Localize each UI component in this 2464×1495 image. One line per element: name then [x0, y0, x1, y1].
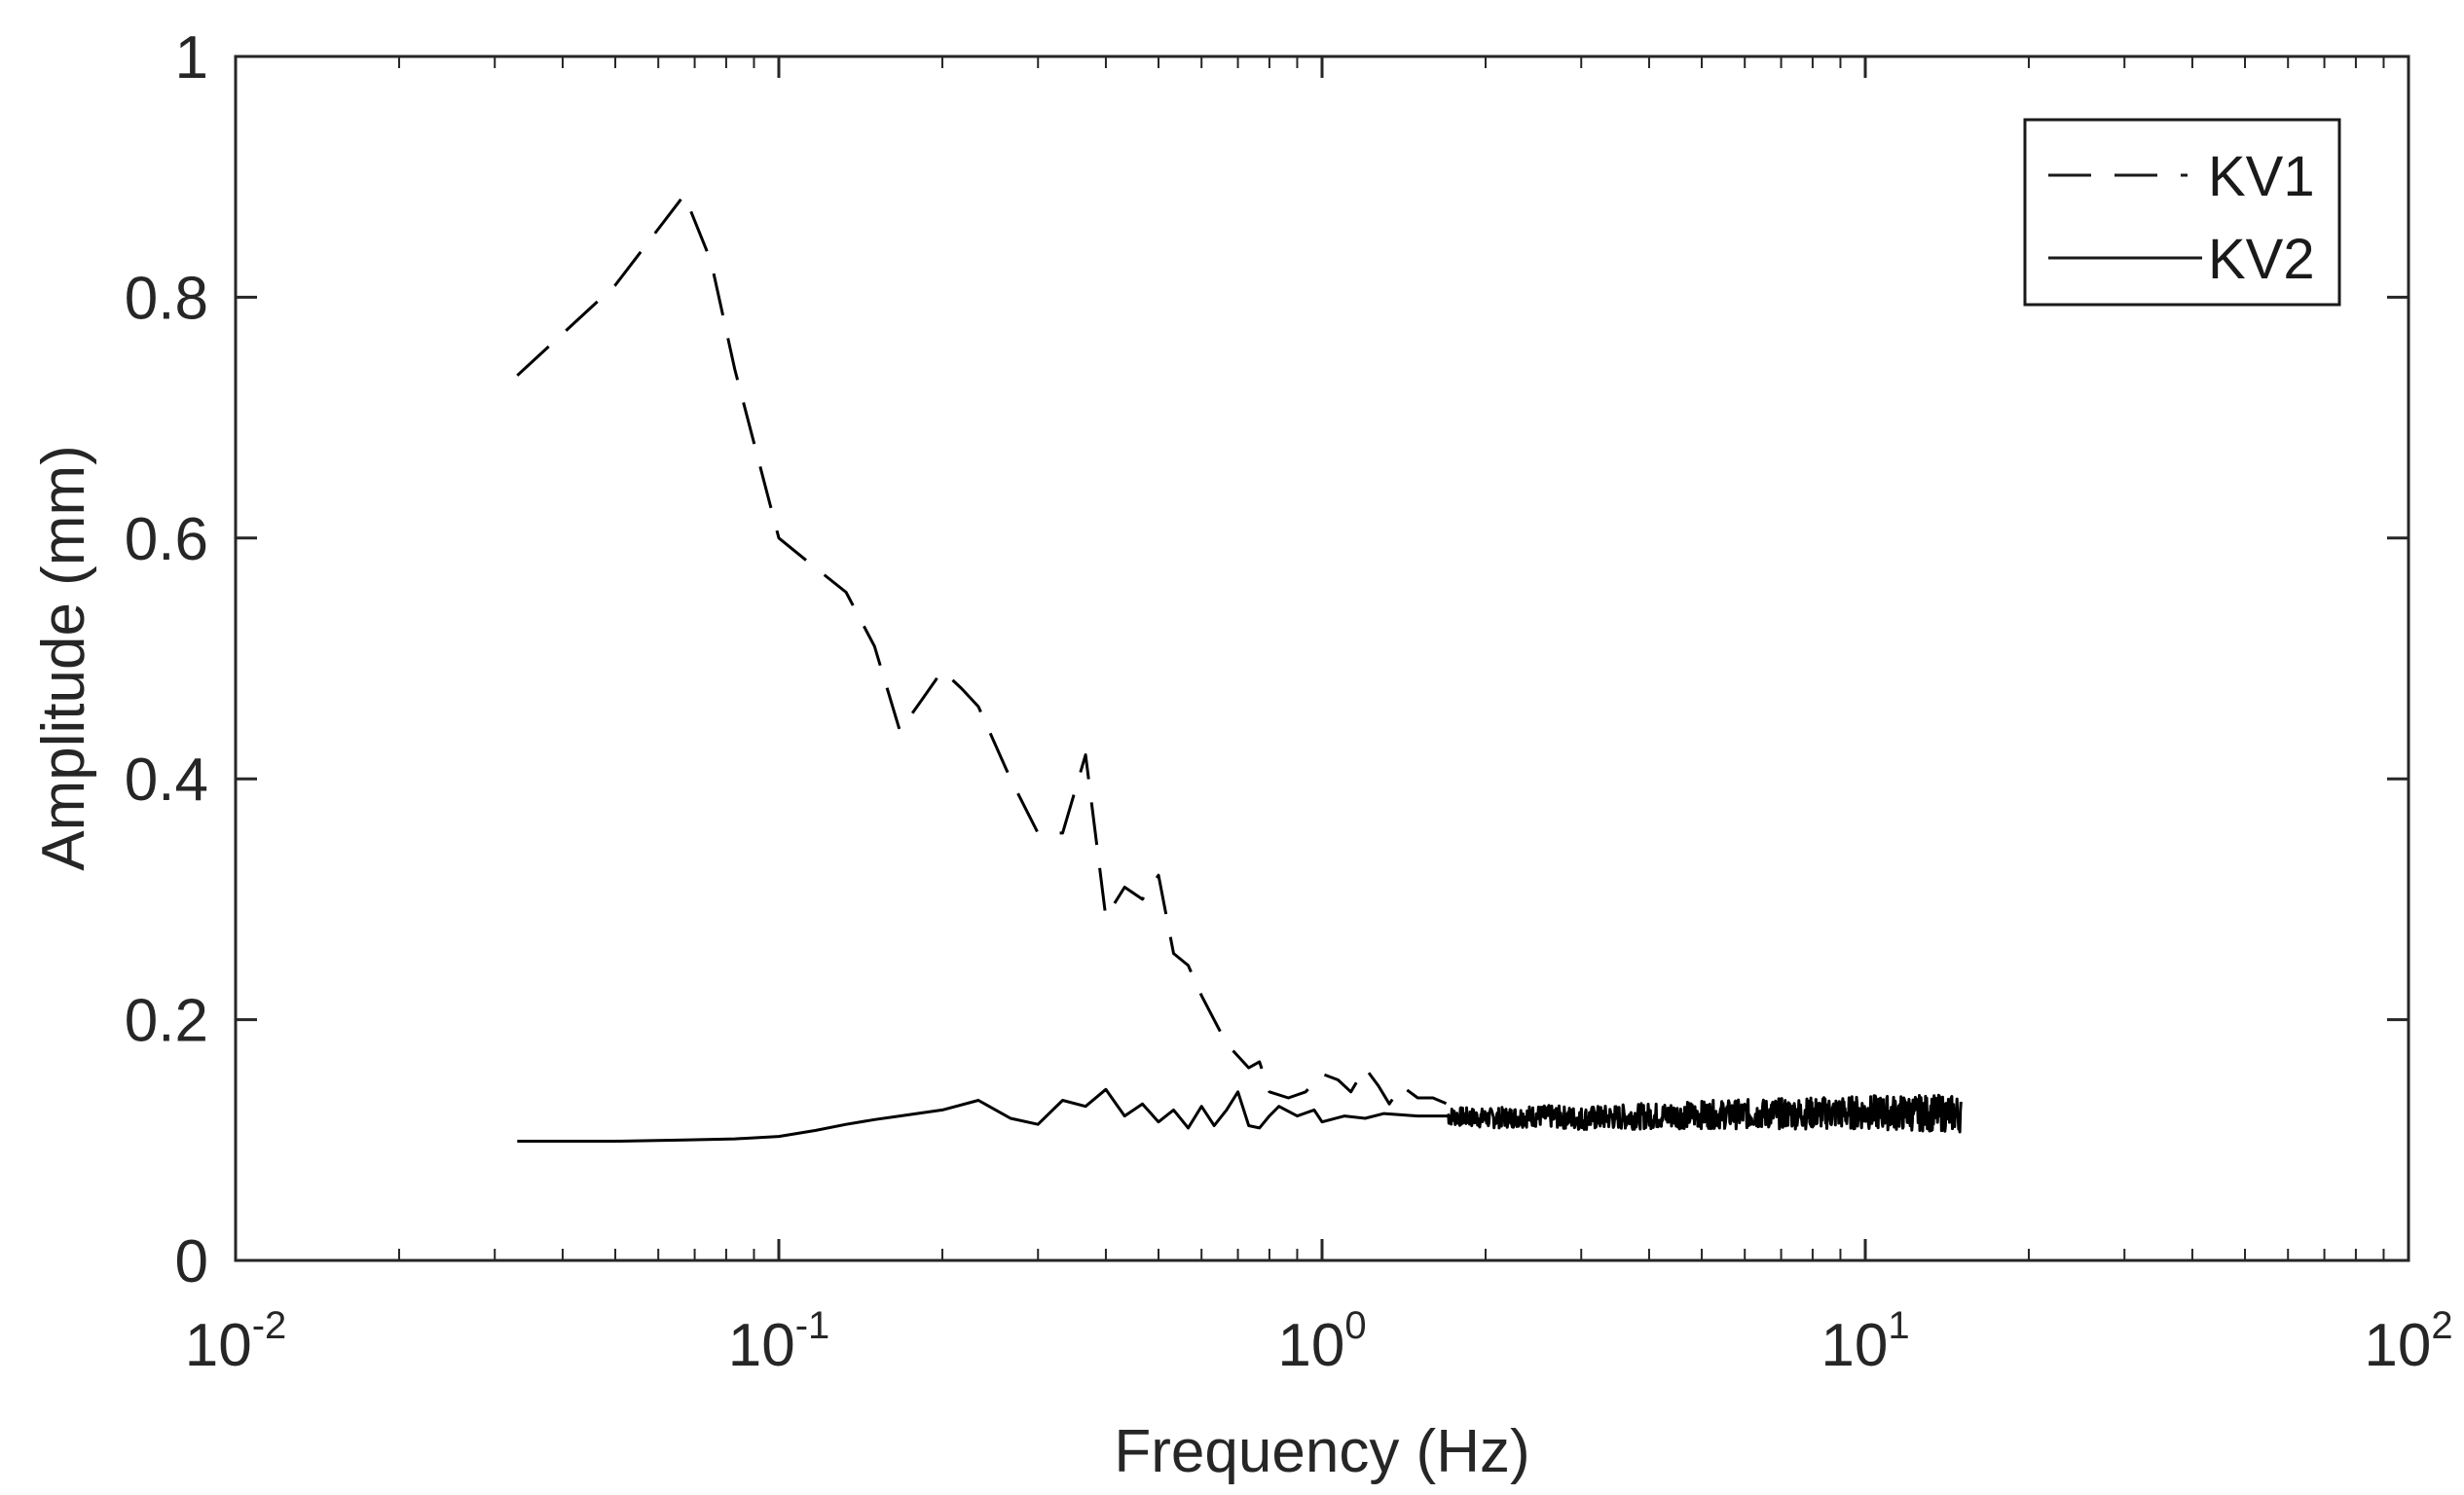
x-tick-label-base: 10	[1277, 1312, 1344, 1379]
series-line-kv2	[517, 1087, 1963, 1143]
y-tick-label: 0.4	[125, 747, 208, 814]
x-tick-label-exponent: 1	[1888, 1304, 1909, 1347]
legend-box	[2023, 118, 2341, 307]
x-tick-label-base: 10	[2364, 1312, 2431, 1379]
legend-kv2-label: KV2	[2208, 228, 2315, 291]
y-tick-label: 0.6	[125, 506, 208, 573]
legend: KV1 KV2	[2023, 118, 2341, 307]
y-tick-label: 0	[175, 1228, 208, 1295]
x-tick-label: 100	[1277, 1304, 1366, 1379]
x-tick-label-base: 10	[185, 1312, 252, 1379]
y-tick-label: 0.2	[125, 988, 208, 1055]
x-tick-label: 10-1	[728, 1304, 830, 1379]
x-tick-label: 101	[1820, 1304, 1909, 1379]
x-tick-label-exponent: 2	[2431, 1304, 2452, 1347]
series-layer	[516, 193, 1963, 1143]
x-tick-label-exponent: -2	[252, 1304, 287, 1347]
series-line-kv1	[516, 193, 1462, 1112]
x-tick-label: 102	[2364, 1304, 2452, 1379]
x-tick-label-base: 10	[728, 1312, 795, 1379]
y-tick-label: 1	[175, 24, 208, 91]
plot-frame	[234, 55, 2410, 1262]
y-tick-label: 0.8	[125, 265, 208, 332]
x-tick-label-exponent: -1	[795, 1304, 830, 1347]
y-axis-title: Amplitude (mm)	[30, 445, 97, 871]
x-axis-title: Frequency (Hz)	[1114, 1418, 1529, 1485]
x-tick-label-base: 10	[1820, 1312, 1888, 1379]
x-tick-label: 10-2	[185, 1304, 287, 1379]
legend-kv1-label: KV1	[2208, 145, 2315, 208]
x-tick-label-exponent: 0	[1344, 1304, 1366, 1347]
